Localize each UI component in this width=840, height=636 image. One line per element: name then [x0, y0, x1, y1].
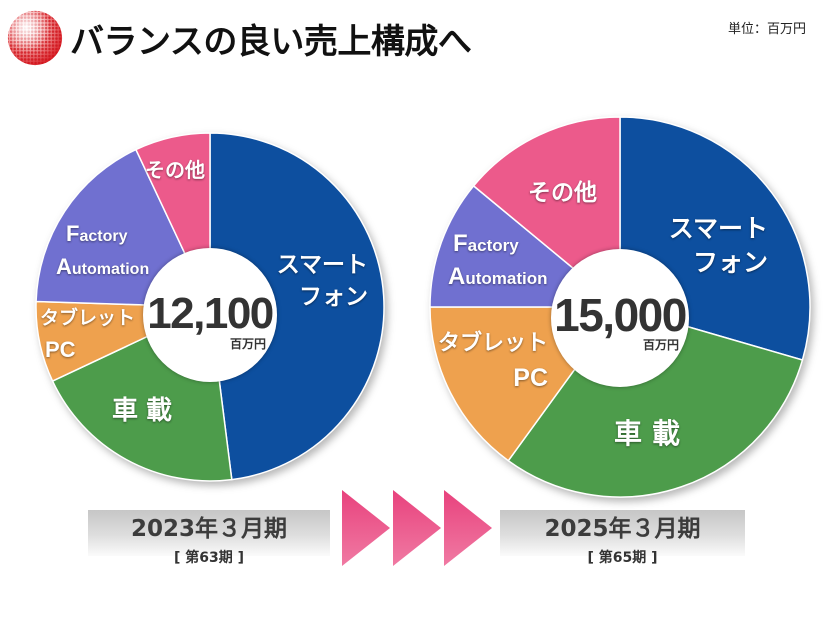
- slice-label-tablet-pc-2025: タブレット PC: [434, 326, 548, 396]
- slice-label-line: Factory: [453, 230, 519, 257]
- slice-label-smartphone-2025: スマート フォン: [664, 212, 768, 280]
- logo-sphere-icon: [7, 10, 63, 66]
- play-triangle-icon: [444, 490, 492, 566]
- play-triangle-icon: [393, 490, 441, 566]
- slice-label-line: Automation: [56, 254, 150, 279]
- pie-slice-smartphone-2023: [209, 132, 385, 481]
- slice-label-line: フォン: [299, 284, 368, 310]
- slice-label-automotive-2025: 車載: [614, 417, 691, 450]
- slice-label-tablet-pc-2023: タブレット PC: [40, 303, 135, 365]
- total-unit-2025: 百万円: [643, 338, 680, 352]
- pie-center-hole-2023: [143, 248, 277, 382]
- slice-label-factory-automation-2023: Factory Automation: [56, 219, 149, 285]
- unit-note: 単位：百万円: [727, 22, 806, 37]
- period-label-2023: 2023年３月期: [130, 516, 287, 542]
- pie-slice-automotive-2025: [507, 306, 804, 498]
- slice-label-line: タブレット: [40, 307, 136, 329]
- slice-label-automotive-2023: 車載: [112, 396, 181, 426]
- total-value-2025: 15,000: [554, 289, 687, 341]
- slice-label-line: Automation: [448, 263, 548, 290]
- pie-chart-2025: [429, 116, 811, 498]
- period-label-2025: 2025年３月期: [544, 516, 701, 542]
- total-unit-2023: 百万円: [230, 337, 267, 351]
- transition-arrows: [342, 490, 492, 566]
- pie-center-hole-2025: [551, 249, 689, 387]
- slice-label-factory-automation-2025: Factory Automation: [448, 228, 548, 294]
- slice-label-line: スマート: [276, 252, 368, 278]
- slice-label-line: タブレット: [437, 331, 548, 356]
- slice-label-line: フォン: [692, 248, 768, 277]
- slice-label-other-2025: その他: [528, 180, 597, 206]
- logo-sphere-highlight: [7, 10, 63, 66]
- slice-label-smartphone-2023: スマート フォン: [266, 249, 368, 313]
- slice-label-other-2023: その他: [145, 158, 205, 182]
- pie-chart-2023: [35, 132, 385, 482]
- page-title: バランスの良い売上構成へ: [70, 22, 472, 62]
- slice-label-line: PC: [513, 364, 548, 392]
- pie-slice-other-2025: [472, 116, 621, 308]
- total-value-2023: 12,100: [147, 289, 274, 338]
- slice-label-line: スマート: [668, 214, 768, 243]
- term-label-2025: [ 第65期 ]: [587, 550, 658, 566]
- slice-label-line: PC: [45, 337, 76, 362]
- term-label-2023: [ 第63期 ]: [173, 550, 245, 566]
- play-triangle-icon: [342, 490, 390, 566]
- slice-label-line: Factory: [66, 221, 128, 246]
- period-band-2025: [500, 510, 745, 556]
- period-band-2023: [88, 510, 330, 556]
